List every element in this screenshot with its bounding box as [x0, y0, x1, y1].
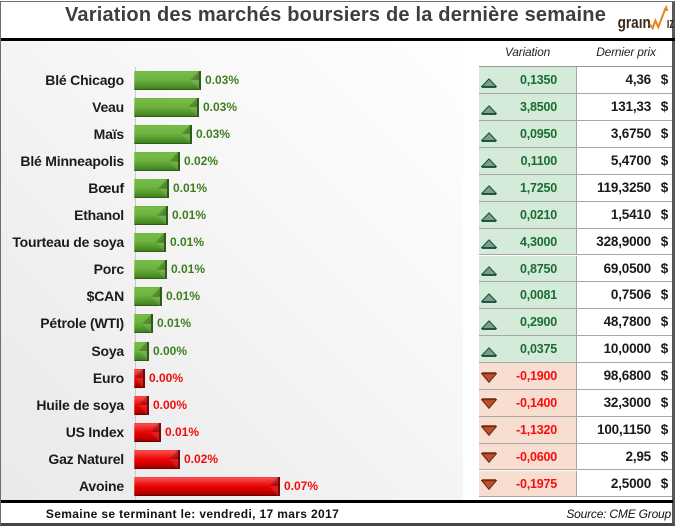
svg-text:ız: ız	[667, 15, 674, 32]
svg-text:graın: graın	[618, 13, 651, 32]
